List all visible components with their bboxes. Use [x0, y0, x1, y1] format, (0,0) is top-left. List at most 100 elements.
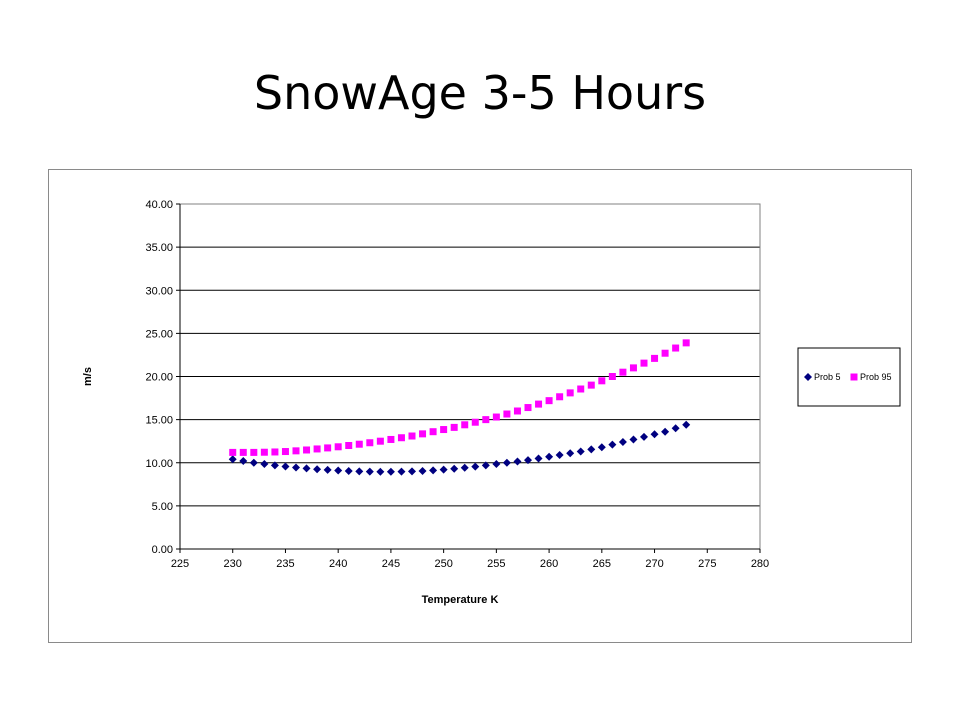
x-tick-label: 225	[171, 558, 189, 570]
data-point	[650, 430, 659, 439]
data-point	[577, 385, 585, 393]
y-tick-labels: 0.00 5.00 10.00 15.00 20.00 25.00 30.00 35.00 40…	[145, 199, 173, 556]
data-point	[397, 434, 405, 442]
data-point	[482, 416, 490, 424]
data-point	[598, 377, 606, 385]
x-tick-label: 235	[276, 558, 294, 570]
data-point	[524, 456, 532, 465]
data-point	[249, 458, 258, 467]
x-tick-label: 245	[382, 558, 400, 570]
data-point	[387, 435, 395, 443]
legend-marker-square-icon	[850, 373, 858, 381]
data-point	[671, 424, 680, 433]
data-point	[450, 423, 458, 431]
x-tick-label: 265	[593, 558, 611, 570]
x-tick-label: 230	[224, 558, 242, 570]
data-point	[229, 448, 237, 456]
x-tick-label: 250	[434, 558, 452, 570]
legend-marker-diamond-icon	[804, 373, 812, 381]
data-point	[313, 445, 321, 453]
data-point	[355, 440, 363, 448]
y-tick-label: 30.00	[145, 285, 173, 297]
data-point	[629, 435, 638, 444]
data-point	[661, 349, 669, 357]
data-point	[471, 418, 479, 426]
data-point	[440, 426, 448, 434]
data-point	[503, 410, 511, 418]
data-point	[334, 443, 342, 451]
y-tick-label: 25.00	[145, 328, 173, 340]
y-tick-label: 40.00	[145, 199, 173, 211]
data-point	[492, 413, 500, 421]
data-point	[587, 445, 596, 454]
legend-label: Prob 5	[814, 372, 841, 382]
series-prob-95	[229, 339, 690, 456]
data-point	[250, 448, 258, 456]
x-axis-title: Temperature K	[422, 594, 499, 606]
data-point	[292, 463, 300, 472]
data-point	[640, 432, 648, 441]
legend: Prob 5 Prob 95	[797, 347, 901, 407]
data-point	[228, 455, 237, 464]
data-point	[651, 354, 659, 362]
data-point	[355, 467, 364, 476]
data-point	[313, 465, 322, 474]
legend-label: Prob 95	[860, 372, 892, 382]
data-point	[481, 461, 490, 470]
data-point	[239, 448, 247, 456]
data-point	[292, 447, 300, 455]
legend-items: Prob 5 Prob 95	[804, 372, 892, 382]
data-point	[239, 457, 248, 466]
data-point	[661, 427, 670, 436]
y-tick-label: 5.00	[152, 501, 173, 513]
data-point	[502, 458, 511, 467]
data-point	[324, 444, 332, 452]
data-point	[271, 448, 279, 456]
data-point	[408, 432, 416, 440]
data-point	[513, 407, 521, 415]
data-point	[682, 339, 690, 347]
x-tick-label: 280	[751, 558, 769, 570]
data-point	[376, 467, 385, 476]
data-point	[345, 442, 353, 449]
y-tick-label: 35.00	[145, 242, 173, 254]
x-tick-label: 240	[329, 558, 347, 570]
data-point	[461, 421, 469, 429]
data-point	[566, 389, 574, 397]
scatter-chart: 0.00 5.00 10.00 15.00 20.00 25.00 30.00 35.00 40…	[82, 199, 901, 606]
chart-frame: 0.00 5.00 10.00 15.00 20.00 25.00 30.00 35.00 40…	[48, 169, 912, 643]
data-point	[450, 464, 459, 473]
data-point	[281, 448, 289, 456]
data-point	[365, 467, 374, 476]
axis-layer	[176, 203, 761, 553]
data-point	[471, 462, 480, 471]
x-tick-label: 275	[698, 558, 716, 570]
y-tick-label: 0.00	[152, 544, 173, 556]
data-point	[344, 466, 353, 475]
data-point	[545, 397, 553, 405]
x-tick-label: 260	[540, 558, 558, 570]
data-point	[513, 457, 522, 466]
data-point	[672, 344, 680, 352]
data-point	[608, 373, 616, 380]
data-point	[439, 465, 448, 474]
data-point	[260, 460, 269, 469]
data-point	[408, 467, 416, 476]
data-point	[629, 364, 637, 372]
y-tick-label: 10.00	[145, 458, 173, 470]
data-point	[682, 420, 691, 429]
data-point	[302, 464, 311, 473]
data-point	[323, 465, 332, 474]
y-tick-label: 20.00	[145, 372, 173, 384]
grid-layer	[180, 203, 760, 507]
data-point	[418, 466, 427, 475]
data-point	[535, 400, 543, 408]
data-point	[303, 446, 311, 454]
data-point	[460, 463, 469, 472]
data-point	[366, 439, 374, 447]
data-point	[608, 440, 617, 449]
slide-title: SnowAge 3-5 Hours	[253, 66, 707, 120]
data-point	[386, 467, 395, 476]
data-point	[597, 443, 606, 452]
series-layer	[228, 339, 691, 476]
